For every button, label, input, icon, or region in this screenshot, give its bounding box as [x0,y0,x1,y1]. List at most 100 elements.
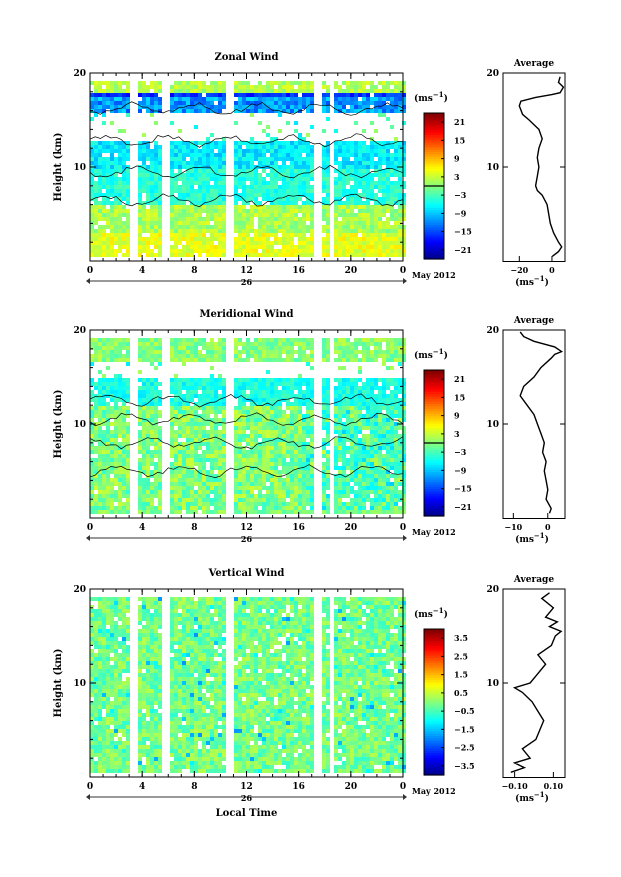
heatmap-cell [102,217,106,221]
heatmap-cell [274,241,278,245]
heatmap-cell [270,434,274,438]
heatmap-cell [246,221,250,225]
heatmap-cell [206,482,210,486]
heatmap-cell [242,342,246,346]
heatmap-cell [282,490,286,494]
heatmap-cell [174,378,178,382]
heatmap-cell [234,462,238,466]
heatmap-cell [182,181,186,185]
heatmap-cell [282,458,286,462]
heatmap-cell [290,474,294,478]
heatmap-cell [266,197,270,201]
heatmap-cell [374,233,378,237]
heatmap-cell [350,454,354,458]
heatmap-cell [198,237,202,241]
heatmap-cell [246,386,250,390]
heatmap-cell [378,89,382,93]
heatmap-cell [142,426,146,430]
heatmap-cell [222,414,226,418]
heatmap-cell [326,450,330,454]
heatmap-cell [294,398,298,402]
heatmap-cell [190,410,194,414]
heatmap-cell [102,390,106,394]
heatmap-cell [274,105,278,109]
heatmap-cell [102,197,106,201]
heatmap-cell [354,446,358,450]
heatmap-cell [310,189,314,193]
heatmap-cell [306,193,310,197]
heatmap-cell [378,165,382,169]
heatmap-cell [114,141,118,145]
heatmap-cell [106,410,110,414]
heatmap-cell [282,482,286,486]
heatmap-cell [242,221,246,225]
heatmap-cell [254,478,258,482]
heatmap-cell [218,249,222,253]
heatmap-cell [206,358,210,362]
heatmap-cell [350,89,354,93]
heatmap-cell [294,462,298,466]
heatmap-cell [210,205,214,209]
heatmap-cell [126,169,130,173]
heatmap-cell [266,93,270,97]
heatmap-cell [174,510,178,514]
heatmap-cell [122,342,126,346]
heatmap-cell [334,338,338,342]
heatmap-cell [110,201,114,205]
heatmap-cell [266,422,270,426]
heatmap-cell [154,81,158,85]
heatmap-cell [142,181,146,185]
heatmap-cell [270,490,274,494]
heatmap-cell [354,478,358,482]
heatmap-cell [142,382,146,386]
heatmap-cell [334,201,338,205]
heatmap-cell [190,434,194,438]
heatmap-cell [186,378,190,382]
heatmap-cell [110,434,114,438]
heatmap-cell [350,426,354,430]
heatmap-cell [102,161,106,165]
heatmap-cell [138,498,142,502]
heatmap-cell [114,249,118,253]
heatmap-cell [282,169,286,173]
heatmap-cell [158,201,162,205]
heatmap-cell [366,350,370,354]
heatmap-cell [106,217,110,221]
heatmap-cell [302,141,306,145]
heatmap-cell [210,85,214,89]
heatmap-cell [150,153,154,157]
heatmap-cell [354,402,358,406]
heatmap-cell [250,482,254,486]
heatmap-cell [202,185,206,189]
heatmap-cell [178,161,182,165]
heatmap-cell [194,169,198,173]
heatmap-cell [178,462,182,466]
heatmap-cell [106,233,110,237]
heatmap-cell [194,394,198,398]
heatmap-cell [122,474,126,478]
heatmap-cell [354,245,358,249]
heatmap-cell [182,434,186,438]
heatmap-cell [106,486,110,490]
heatmap-cell [382,249,386,253]
heatmap-cell [218,466,222,470]
heatmap-cell [194,502,198,506]
heatmap-cell [338,394,342,398]
heatmap-cell [250,350,254,354]
heatmap-cell [242,217,246,221]
heatmap-cell [182,237,186,241]
heatmap-cell [262,482,266,486]
heatmap-cell [190,197,194,201]
heatmap-cell [158,221,162,225]
heatmap-cell [262,109,266,113]
heatmap-cell [278,458,282,462]
heatmap-cell [106,490,110,494]
heatmap-cell [198,458,202,462]
heatmap-cell [326,390,330,394]
heatmap-cell [258,221,262,225]
heatmap-cell [350,237,354,241]
heatmap-cell [126,229,130,233]
heatmap-cell [178,153,182,157]
heatmap-cell [106,422,110,426]
heatmap-cell [150,233,154,237]
